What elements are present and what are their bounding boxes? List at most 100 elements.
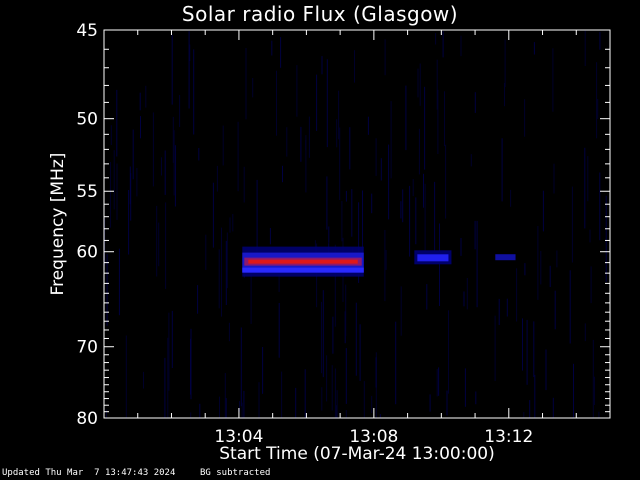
noise-streak (164, 357, 166, 418)
noise-streak (423, 173, 424, 208)
noise-streak (529, 400, 531, 418)
noise-streak (104, 219, 106, 266)
noise-streak (552, 397, 554, 418)
noise-streak (245, 48, 247, 120)
x-tick-label: 13:04 (214, 427, 263, 447)
noise-streak (424, 183, 426, 262)
noise-streak (446, 390, 448, 416)
noise-streak (460, 35, 462, 57)
noise-streak (434, 181, 436, 252)
updated-timestamp: Updated Thu Mar 7 13:47:43 2024 (2, 468, 176, 478)
noise-streak (328, 226, 330, 243)
y-tick-label: 60 (76, 243, 98, 263)
burst-body (417, 254, 449, 262)
noise-streak (584, 323, 586, 342)
noise-streak (533, 42, 535, 55)
noise-streak (129, 166, 131, 205)
noise-streak (241, 402, 243, 418)
noise-streak (282, 165, 283, 183)
noise-streak (222, 125, 224, 166)
noise-streak (165, 202, 167, 289)
noise-streak (589, 229, 591, 243)
noise-streak (174, 145, 176, 207)
burst-2 (414, 250, 452, 265)
noise-streak (140, 116, 141, 139)
noise-streak (494, 315, 496, 381)
noise-streak (542, 190, 544, 232)
noise-streak (326, 355, 328, 402)
noise-streak (152, 112, 154, 187)
noise-streak (587, 156, 589, 202)
noise-streak (597, 99, 599, 119)
burst-1 (242, 246, 364, 277)
noise-streak (334, 368, 336, 418)
noise-streak (506, 298, 508, 317)
noise-streak (326, 176, 328, 230)
noise-streak (212, 182, 214, 248)
noise-streak (171, 34, 173, 105)
noise-streak (179, 95, 181, 127)
noise-streak (167, 337, 169, 418)
noise-streak (332, 316, 334, 354)
noise-streak (116, 89, 118, 157)
noise-streak (412, 179, 414, 197)
noise-streak (300, 126, 302, 162)
y-tick-label: 50 (76, 110, 98, 130)
noise-streak (367, 116, 369, 135)
noise-streak (405, 85, 407, 151)
noise-streak (321, 387, 323, 411)
noise-streak (349, 127, 351, 170)
noise-streak (258, 382, 260, 418)
noise-streak (504, 39, 506, 88)
noise-streak (545, 349, 547, 391)
noise-streak (476, 220, 478, 308)
axes: 45 50 55 60 70 80 13:04 13:08 13:12 (76, 21, 611, 447)
noise-streak (417, 68, 419, 86)
burst-core (248, 259, 358, 264)
y-tick-label: 70 (76, 338, 98, 358)
y-tick-label: 80 (76, 409, 98, 429)
noise-streak (510, 189, 512, 207)
noise-streak (523, 412, 525, 418)
noise-streak (498, 298, 500, 325)
noise-streak (336, 390, 338, 418)
noise-streak (355, 302, 357, 376)
noise-streak (460, 238, 462, 256)
noise-streak (390, 101, 392, 179)
x-tick-label: 13:08 (349, 427, 398, 447)
noise-streak (590, 266, 592, 304)
noise-streak (286, 127, 288, 157)
noise-streak (464, 368, 466, 407)
noise-streak (243, 390, 245, 418)
noise-streak (199, 403, 201, 418)
noise-streak (243, 166, 245, 203)
noise-streak (418, 128, 420, 175)
noise-streak (145, 85, 147, 108)
noise-streak (345, 348, 347, 404)
noise-streak (442, 31, 444, 58)
noise-streak (345, 284, 347, 336)
noise-streak (362, 190, 363, 265)
noise-streak (225, 398, 227, 418)
noise-streak (276, 70, 277, 136)
noise-streak (385, 250, 387, 270)
noise-streak (345, 410, 347, 418)
noise-streak (395, 321, 397, 405)
noise-streak (237, 121, 239, 192)
noise-streak (281, 371, 283, 418)
noise-streak (334, 244, 336, 327)
noise-streak (371, 395, 373, 413)
noise-streak (305, 135, 307, 193)
noise-streak (384, 230, 386, 302)
noise-streak (439, 223, 440, 306)
noise-streak (190, 412, 192, 418)
noise-streak (429, 394, 431, 412)
noise-streak (232, 214, 234, 232)
noise-streak (400, 201, 402, 219)
noise-streak (193, 49, 195, 135)
noise-streak (278, 274, 280, 292)
noise-streak (375, 138, 377, 176)
noise-streak (466, 278, 468, 310)
noise-streak (436, 369, 438, 397)
noise-streak (295, 387, 297, 418)
